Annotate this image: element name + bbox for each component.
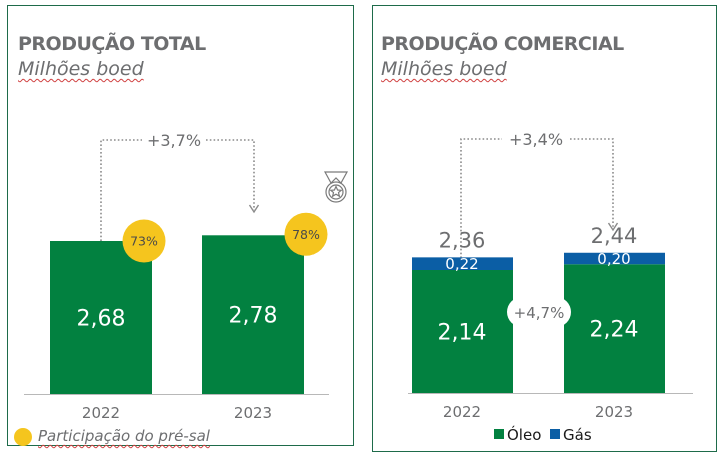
bar-gas-2023 — [564, 252, 665, 265]
bar-oleo-2023 — [564, 264, 665, 393]
gas-value-2023: 0,20 — [597, 250, 630, 268]
legend-presal-marker — [14, 428, 32, 446]
right-chart: +3,4% 2,14 2,24 0,22 0,20 2,36 2,44 +4,7… — [408, 130, 693, 444]
legend-gas-label: Gás — [563, 426, 592, 444]
x-label-2023: 2023 — [595, 403, 633, 421]
presal-share-2022: 73% — [130, 234, 158, 249]
right-chart-subtitle: Milhões boed — [381, 58, 507, 80]
x-label-2022: 2022 — [82, 404, 120, 422]
presal-bubble-2023 — [284, 212, 328, 256]
medal-icon — [323, 171, 349, 203]
bar-2022 — [50, 241, 152, 394]
total-value-2023: 2,44 — [591, 224, 638, 248]
right-change-label: +3,4% — [509, 130, 563, 149]
right-arrow-down-icon — [607, 222, 619, 232]
legend-gas-swatch — [550, 429, 560, 439]
legend-oleo-label: Óleo — [507, 425, 541, 444]
bar-gas-2022 — [412, 257, 513, 270]
oil-change-label: +4,7% — [514, 304, 565, 322]
bar-value-2022: 2,68 — [77, 307, 126, 332]
left-arrow-down-icon — [248, 204, 260, 214]
gas-value-2022: 0,22 — [445, 255, 478, 273]
x-label-2023: 2023 — [234, 404, 272, 422]
legend-presal-label: Participação do pré-sal — [38, 427, 210, 445]
right-bracket-right — [570, 138, 614, 228]
total-value-2022: 2,36 — [439, 228, 486, 252]
presal-bubble-2022 — [122, 219, 166, 263]
x-label-2022: 2022 — [443, 403, 481, 421]
bar-oleo-2022 — [412, 270, 513, 393]
right-chart-title: PRODUÇÃO COMERCIAL — [381, 33, 624, 55]
left-chart-title: PRODUÇÃO TOTAL — [18, 33, 206, 55]
bar-value-2023: 2,78 — [229, 304, 278, 329]
left-chart: +3,7% 2,68 2,78 73% 78% 2022 2023 — [14, 131, 349, 446]
left-bracket-right — [206, 139, 255, 210]
bar-2023 — [202, 235, 304, 394]
right-bracket-left — [460, 138, 502, 258]
left-change-label: +3,7% — [147, 131, 201, 150]
oleo-value-2022: 2,14 — [438, 321, 487, 346]
left-chart-subtitle: Milhões boed — [18, 58, 144, 80]
oil-change-bubble — [507, 297, 571, 327]
oleo-value-2023: 2,24 — [590, 318, 639, 343]
presal-share-2023: 78% — [292, 227, 320, 242]
legend-oleo-swatch — [494, 429, 504, 439]
